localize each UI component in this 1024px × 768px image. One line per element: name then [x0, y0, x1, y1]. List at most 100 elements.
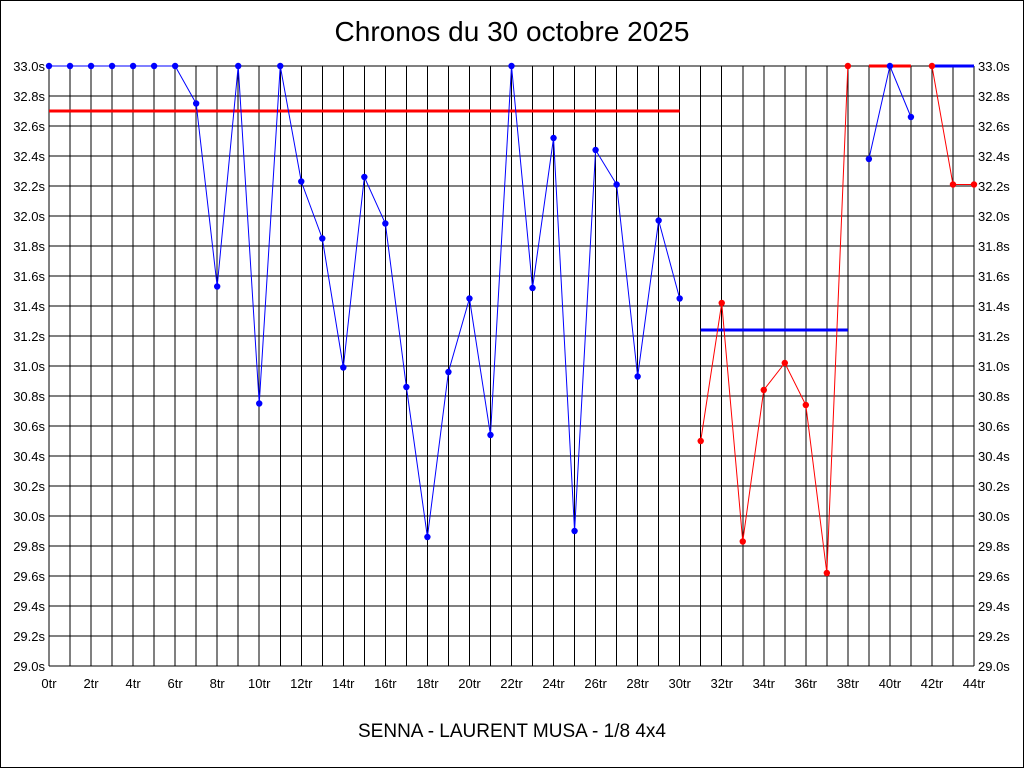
- y-tick-label-left: 29.4s: [13, 599, 45, 614]
- data-point: [844, 62, 852, 70]
- y-tick-label-left: 30.6s: [13, 419, 45, 434]
- x-tick-label: 30tr: [668, 676, 691, 691]
- y-tick-label-left: 31.0s: [13, 359, 45, 374]
- data-point: [970, 181, 978, 188]
- y-tick-label-right: 33.0s: [978, 59, 1010, 74]
- data-point: [424, 533, 431, 541]
- data-point: [487, 431, 494, 439]
- y-tick-label-right: 31.0s: [978, 359, 1010, 374]
- data-point: [445, 368, 452, 376]
- x-tick-label: 14tr: [332, 676, 355, 691]
- data-point: [928, 62, 936, 70]
- y-tick-label-right: 30.2s: [978, 479, 1010, 494]
- data-point: [823, 569, 831, 577]
- y-tick-label-right: 29.4s: [978, 599, 1010, 614]
- x-tick-label: 6tr: [168, 676, 184, 691]
- y-tick-label-left: 31.8s: [13, 239, 45, 254]
- x-tick-label: 28tr: [626, 676, 649, 691]
- y-tick-label-left: 29.2s: [13, 629, 45, 644]
- data-point: [760, 386, 767, 394]
- data-point: [655, 217, 662, 224]
- y-tick-label-left: 30.4s: [13, 449, 45, 464]
- x-tick-label: 34tr: [753, 676, 776, 691]
- y-tick-label-left: 30.0s: [13, 509, 45, 524]
- data-point: [213, 283, 221, 290]
- data-point: [949, 181, 957, 188]
- series-line: [700, 65, 849, 574]
- y-tick-label-right: 31.8s: [978, 239, 1010, 254]
- series-points: [45, 62, 978, 577]
- y-tick-label-left: 29.0s: [13, 659, 45, 674]
- y-tick-label-left: 33.0s: [13, 59, 45, 74]
- data-point: [571, 527, 578, 535]
- data-point: [592, 146, 599, 154]
- data-point: [340, 364, 347, 371]
- y-tick-label-right: 29.8s: [978, 539, 1010, 554]
- x-tick-label: 18tr: [416, 676, 439, 691]
- data-point: [676, 295, 683, 302]
- data-point: [298, 178, 305, 185]
- data-point: [361, 173, 368, 181]
- y-tick-label-right: 31.6s: [978, 269, 1010, 284]
- data-point: [66, 62, 74, 70]
- data-point: [403, 383, 410, 391]
- x-tick-label: 36tr: [795, 676, 818, 691]
- data-point: [466, 295, 473, 302]
- data-point: [277, 62, 284, 70]
- x-tick-label: 22tr: [500, 676, 523, 691]
- data-point: [108, 62, 116, 70]
- chart-subtitle: SENNA - LAURENT MUSA - 1/8 4x4: [358, 721, 666, 742]
- y-tick-label-left: 31.2s: [13, 329, 45, 344]
- data-point: [508, 62, 515, 70]
- y-tick-label-left: 32.8s: [13, 89, 45, 104]
- data-point: [865, 155, 873, 163]
- y-tick-label-left: 32.6s: [13, 119, 45, 134]
- data-point: [802, 401, 810, 409]
- data-point: [87, 62, 95, 70]
- data-point: [382, 220, 389, 227]
- y-tick-label-right: 32.4s: [978, 149, 1010, 164]
- y-tick-label-left: 32.2s: [13, 179, 45, 194]
- x-tick-label: 8tr: [210, 676, 226, 691]
- chart-title: Chronos du 30 octobre 2025: [334, 16, 690, 47]
- data-point: [319, 235, 326, 242]
- x-tick-label: 16tr: [374, 676, 397, 691]
- tick-labels: 0tr 2tr 4tr 6tr 8tr 10tr 12tr 14tr 16tr 18tr 20tr 2…: [13, 59, 1010, 691]
- x-tick-label: 44tr: [963, 676, 986, 691]
- x-tick-label: 10tr: [248, 676, 271, 691]
- data-point: [129, 62, 137, 70]
- y-tick-label-right: 29.2s: [978, 629, 1010, 644]
- y-tick-label-left: 29.6s: [13, 569, 45, 584]
- x-tick-label: 38tr: [837, 676, 860, 691]
- data-point: [781, 359, 788, 367]
- y-tick-label-right: 32.8s: [978, 89, 1010, 104]
- y-tick-label-right: 32.0s: [978, 209, 1010, 224]
- data-point: [907, 113, 915, 121]
- y-tick-label-left: 30.8s: [13, 389, 45, 404]
- data-point: [192, 100, 200, 107]
- data-point: [739, 538, 746, 545]
- data-point: [45, 62, 53, 70]
- y-tick-label-left: 32.0s: [13, 209, 45, 224]
- y-tick-label-right: 31.2s: [978, 329, 1010, 344]
- y-tick-label-right: 32.2s: [978, 179, 1010, 194]
- data-point: [550, 134, 557, 142]
- y-tick-label-right: 29.0s: [978, 659, 1010, 674]
- x-tick-label: 26tr: [584, 676, 607, 691]
- data-point: [718, 299, 725, 307]
- y-tick-label-right: 31.4s: [978, 299, 1010, 314]
- y-tick-label-left: 31.4s: [13, 299, 45, 314]
- y-tick-label-right: 30.4s: [978, 449, 1010, 464]
- y-tick-label-left: 29.8s: [13, 539, 45, 554]
- y-tick-label-left: 30.2s: [13, 479, 45, 494]
- x-tick-label: 0tr: [41, 676, 57, 691]
- data-point: [150, 62, 158, 70]
- grid: [48, 65, 975, 667]
- x-tick-label: 40tr: [879, 676, 902, 691]
- x-tick-label: 4tr: [126, 676, 142, 691]
- y-tick-label-right: 29.6s: [978, 569, 1010, 584]
- x-tick-label: 2tr: [83, 676, 99, 691]
- data-point: [171, 62, 179, 70]
- data-point: [886, 62, 894, 70]
